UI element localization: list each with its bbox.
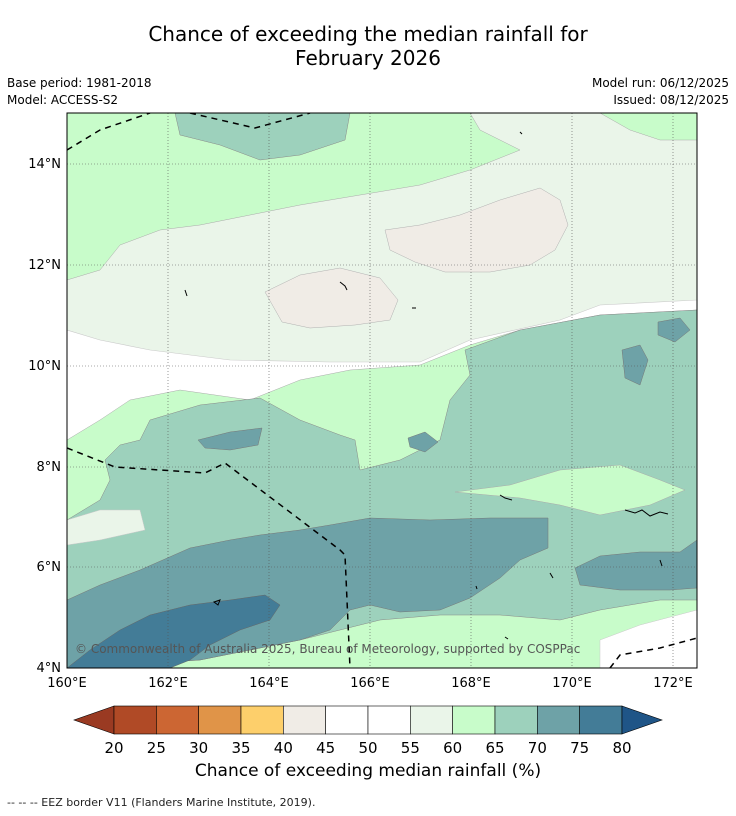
- colorbar-tick: 80: [612, 739, 631, 757]
- colorbar-swatch: [325, 705, 369, 735]
- colorbar-over-arrow: [621, 705, 663, 735]
- eez-borders: [67, 113, 697, 668]
- x-tick-168e: 168°E: [451, 676, 491, 691]
- base-period-label: Base period: 1981-2018: [7, 76, 152, 90]
- colorbar-label: Chance of exceeding median rainfall (%): [194, 761, 542, 781]
- x-tick-166e: 166°E: [350, 676, 390, 691]
- band-70-75-patch-a: [197, 427, 263, 451]
- colorbar-swatch: [367, 705, 411, 735]
- colorbar-swatch: [494, 705, 538, 735]
- band-65-70-north: [174, 113, 351, 161]
- model-run-label: Model run: 06/12/2025: [591, 76, 729, 90]
- map-title-line2: February 2026: [295, 46, 441, 70]
- colorbar-swatch: [452, 705, 496, 735]
- copyright-text: © Commonwealth of Australia 2025, Bureau…: [75, 642, 580, 656]
- map-title-line1: Chance of exceeding the median rainfall …: [148, 22, 588, 46]
- colorbar-tick: 40: [274, 739, 293, 757]
- colorbar-under-arrow: [73, 705, 115, 735]
- colorbar-tick: 75: [570, 739, 589, 757]
- y-tick-6n: 6°N: [37, 560, 62, 575]
- colorbar-swatch: [113, 705, 157, 735]
- y-tick-12n: 12°N: [28, 258, 61, 273]
- map-plot-area: [67, 113, 697, 668]
- band-40-45-a: [384, 187, 569, 273]
- colorbar-tick: 55: [401, 739, 420, 757]
- band-60-65-north: [67, 113, 521, 281]
- colorbar-tick: 65: [485, 739, 504, 757]
- colorbar-swatch: [283, 705, 326, 735]
- colorbar-tick: 20: [104, 739, 123, 757]
- band-70-75-patch-d: [657, 317, 691, 343]
- map-gridlines: [67, 113, 697, 668]
- y-tick-8n: 8°N: [37, 460, 62, 475]
- x-tick-160e: 160°E: [47, 676, 87, 691]
- colorbar-tick: 35: [231, 739, 250, 757]
- model-label: Model: ACCESS-S2: [7, 93, 119, 107]
- colorbar-swatch: [579, 705, 623, 735]
- map-frame: [66, 112, 698, 669]
- band-75-80: [67, 594, 281, 668]
- colorbar: 20 25 30 35 40 45 50 55 60 65 70 75 80: [73, 705, 663, 757]
- y-axis: 14°N 12°N 10°N 8°N 6°N 4°N: [28, 157, 61, 676]
- colorbar-tick: 45: [316, 739, 335, 757]
- issued-label: Issued: 08/12/2025: [613, 93, 729, 107]
- eez-legend: -- -- -- EEZ border V11 (Flanders Marine…: [7, 796, 316, 809]
- y-tick-4n: 4°N: [37, 661, 62, 676]
- band-70-75-patch-b: [407, 431, 439, 453]
- islands: [184, 131, 669, 640]
- colorbar-tick: 25: [147, 739, 166, 757]
- band-45-55-west: [67, 509, 146, 546]
- x-axis: 160°E 162°E 164°E 166°E 168°E 170°E 172°…: [47, 676, 693, 691]
- x-tick-172e: 172°E: [653, 676, 693, 691]
- colorbar-swatch: [156, 705, 199, 735]
- colorbar-swatch: [537, 705, 580, 735]
- colorbar-tick: 50: [358, 739, 377, 757]
- y-tick-10n: 10°N: [28, 359, 61, 374]
- band-60-65-lens: [454, 464, 686, 516]
- x-tick-164e: 164°E: [249, 676, 289, 691]
- colorbar-swatch: [410, 705, 453, 735]
- band-70-75-patch-c: [621, 344, 649, 386]
- y-tick-14n: 14°N: [28, 157, 61, 172]
- colorbar-tick: 70: [528, 739, 547, 757]
- band-70-75-east: [574, 539, 697, 591]
- colorbar-swatch: [240, 705, 284, 735]
- colorbar-swatch: [198, 705, 242, 735]
- colorbar-tick: 60: [443, 739, 462, 757]
- x-tick-162e: 162°E: [148, 676, 188, 691]
- colorbar-tick: 30: [189, 739, 208, 757]
- band-40-45-b: [264, 267, 399, 329]
- x-tick-170e: 170°E: [552, 676, 592, 691]
